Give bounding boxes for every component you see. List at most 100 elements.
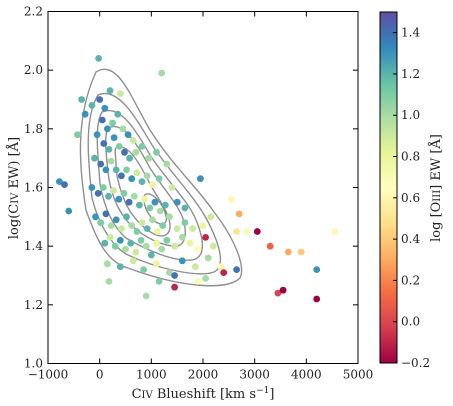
data-point [228, 195, 235, 203]
data-point [95, 55, 102, 62]
data-point [74, 131, 81, 139]
data-point [154, 228, 161, 235]
data-point [178, 234, 186, 241]
data-point [166, 269, 173, 276]
data-point [143, 172, 151, 180]
data-point [233, 266, 241, 273]
data-point [118, 172, 125, 180]
x-tick-label: 2000 [188, 368, 219, 382]
data-point [110, 187, 117, 194]
data-point [147, 251, 155, 259]
data-point [138, 143, 146, 150]
data-point [149, 216, 156, 224]
data-point [115, 143, 123, 150]
data-point [274, 289, 282, 297]
data-point [171, 283, 179, 291]
data-point [92, 213, 99, 221]
data-point [138, 219, 146, 227]
data-point [121, 148, 128, 156]
y-tick-label: 1.4 [24, 239, 43, 253]
data-point [114, 110, 122, 118]
x-tick-label: 5000 [343, 368, 374, 382]
data-point [158, 245, 166, 253]
data-point [56, 178, 63, 186]
colorbar: −0.2 0.0 0.2 0.4 0.6 0.8 1.0 1.2 1.4 [379, 11, 430, 370]
data-point [122, 245, 129, 253]
x-tick-label: 0 [96, 368, 104, 382]
data-point [88, 102, 96, 109]
data-point [104, 125, 111, 133]
data-point [217, 263, 225, 271]
data-point [313, 295, 321, 303]
x-tick-label: 1000 [136, 368, 167, 382]
data-point [171, 242, 179, 250]
data-point [233, 228, 241, 235]
colorbar-label: log [OIII] EW [Å] [428, 134, 444, 242]
scatter-points [56, 55, 339, 303]
data-point [163, 236, 171, 244]
y-tick-label: 2.0 [24, 63, 43, 77]
contour-level-3 [96, 109, 203, 261]
data-point [163, 160, 171, 168]
data-point [168, 184, 176, 191]
data-point [97, 219, 105, 227]
data-point [91, 154, 98, 162]
x-axis-ticks: −1000 0 1000 2000 3000 4000 5000 [28, 11, 374, 382]
data-point [125, 198, 133, 206]
data-point [143, 225, 151, 233]
data-point [235, 210, 243, 218]
data-point [133, 169, 141, 177]
data-point [111, 242, 119, 250]
y-tick-label: 1.2 [24, 298, 43, 312]
data-point [130, 192, 138, 200]
data-point [101, 104, 109, 112]
data-point [149, 181, 156, 189]
data-point [204, 254, 212, 262]
data-point [61, 181, 68, 189]
data-point [331, 228, 339, 235]
data-point [181, 204, 189, 212]
data-point [166, 213, 173, 221]
data-point [178, 257, 186, 265]
colorbar-frame [379, 11, 398, 364]
data-point [101, 239, 109, 247]
colorbar-tick-label: 0.8 [401, 150, 420, 164]
data-point [146, 204, 154, 212]
data-point [126, 154, 133, 162]
data-point [153, 239, 160, 247]
data-point [155, 278, 163, 285]
data-point [105, 192, 112, 200]
data-point [194, 245, 202, 253]
data-point [209, 242, 217, 250]
colorbar-tick-label: 0.4 [401, 232, 420, 246]
data-point [153, 148, 160, 156]
data-point [65, 207, 73, 215]
colorbar-ticks: −0.2 0.0 0.2 0.4 0.6 0.8 1.0 1.2 1.4 [393, 26, 430, 370]
y-tick-label: 1.0 [24, 357, 43, 371]
data-point [191, 263, 199, 271]
y-axis-label: log(CIV EW) [Å] [6, 137, 22, 239]
colorbar-tick-label: 1.4 [401, 26, 420, 40]
data-point [100, 140, 108, 147]
data-point [171, 272, 179, 279]
data-point [158, 69, 166, 77]
data-point [106, 234, 114, 241]
data-point [93, 131, 101, 139]
data-point [118, 225, 125, 233]
colorbar-tick-label: 0.2 [401, 273, 420, 287]
data-point [112, 216, 120, 224]
data-point [96, 96, 104, 103]
data-point [116, 263, 124, 271]
data-point [123, 213, 130, 221]
colorbar-tick-label: 0.0 [401, 315, 420, 329]
data-point [133, 228, 141, 235]
y-tick-label: 1.6 [24, 181, 43, 195]
data-point [88, 184, 96, 191]
colorbar-tick-label: 1.2 [401, 67, 420, 81]
data-point [173, 225, 181, 233]
data-point [220, 269, 228, 276]
data-point [110, 134, 118, 142]
data-point [297, 248, 305, 256]
colorbar-tick-label: 1.0 [401, 108, 420, 122]
